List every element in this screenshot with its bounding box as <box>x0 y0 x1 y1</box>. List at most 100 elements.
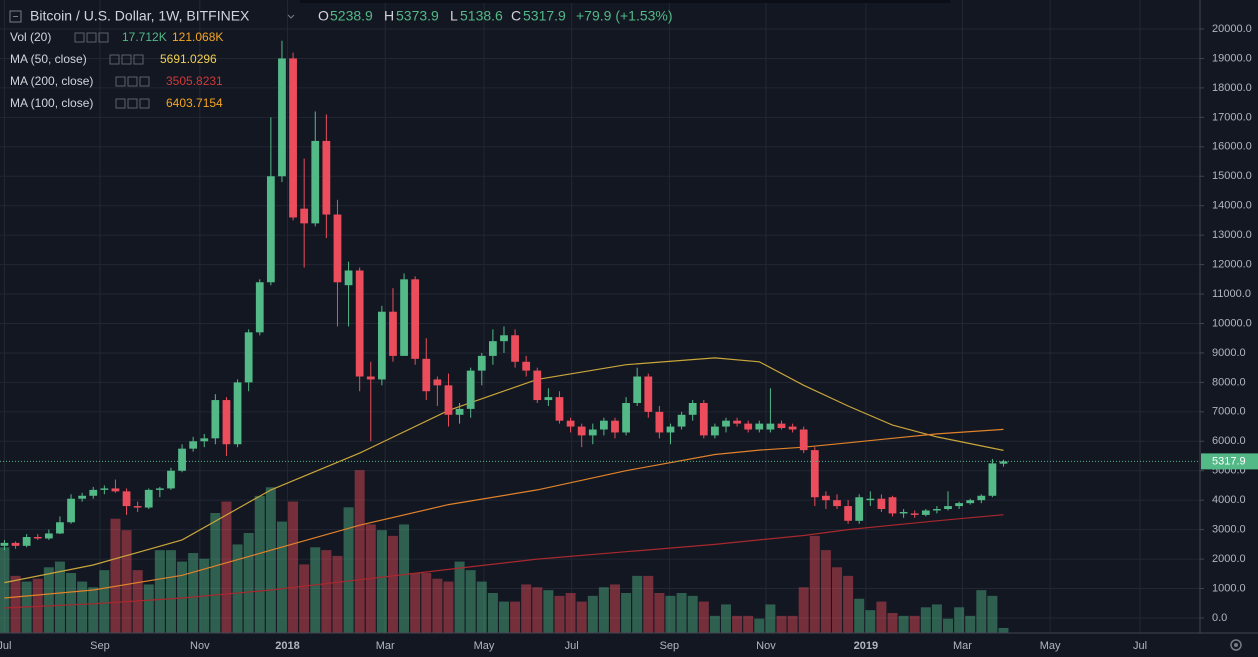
candle-body <box>322 140 331 215</box>
x-tick-label: Mar <box>376 640 395 652</box>
candle-body <box>266 176 275 283</box>
legend-icon[interactable] <box>121 54 132 65</box>
candle-body <box>411 279 420 359</box>
legend-icon[interactable] <box>74 32 85 43</box>
candle-body <box>511 335 519 362</box>
candle-body <box>167 470 175 489</box>
candle-body <box>22 536 31 546</box>
legend-icon[interactable] <box>127 98 138 109</box>
y-tick-label: 0.0 <box>1212 612 1227 624</box>
candle-body <box>466 370 475 409</box>
volume-bar <box>310 547 321 633</box>
volume-bar <box>387 535 398 633</box>
volume-bar <box>132 570 143 633</box>
candle-body <box>133 506 142 508</box>
candle-body <box>233 382 242 445</box>
legend-value: 3505.8231 <box>166 74 223 88</box>
legend-icon[interactable] <box>109 54 120 65</box>
legend-icon[interactable] <box>98 32 109 43</box>
candle-body <box>910 513 919 515</box>
low-value: 5138.6 <box>460 8 503 24</box>
candle-body <box>755 423 764 430</box>
price-axis-bg <box>1200 0 1258 657</box>
candle-body <box>622 403 630 433</box>
x-tick-label: Jul <box>1133 640 1147 652</box>
candle-body <box>444 385 453 415</box>
top-strip <box>300 0 950 3</box>
gear-hub <box>1234 643 1238 647</box>
legend-icon[interactable] <box>133 54 144 65</box>
candle-body <box>888 497 897 514</box>
candle-body <box>144 489 153 508</box>
candle-body <box>977 495 986 501</box>
x-tick-label: Nov <box>756 640 776 652</box>
candle-body <box>666 426 675 433</box>
last-price-tag <box>1201 453 1258 470</box>
legend-value: 121.068K <box>172 30 223 44</box>
volume-bar <box>432 578 443 633</box>
candle-body <box>600 420 608 430</box>
candle-body <box>855 497 864 521</box>
candle-body <box>0 542 9 546</box>
volume-bar <box>498 601 509 633</box>
volume-bar <box>687 595 698 633</box>
volume-bar <box>820 550 831 633</box>
candle-body <box>222 400 231 445</box>
y-tick-label: 9000.0 <box>1212 347 1246 359</box>
candle-body <box>810 450 819 498</box>
collapse-icon[interactable] <box>9 10 22 23</box>
settings-icon[interactable] <box>1230 639 1242 651</box>
legend-icon[interactable] <box>86 32 97 43</box>
y-tick-label: 13000.0 <box>1212 229 1252 241</box>
gear <box>1230 639 1242 651</box>
candle-body <box>544 397 553 401</box>
volume-bar <box>221 501 232 633</box>
candle-body <box>921 510 930 515</box>
candle-body <box>844 506 852 521</box>
candle-body <box>211 400 220 439</box>
volume-bar <box>421 573 432 633</box>
symbol-chevron[interactable] <box>287 14 295 19</box>
grid <box>0 0 1200 633</box>
ma-line <box>4 428 1004 599</box>
volume-bar <box>987 595 998 633</box>
legend-value: 5691.0296 <box>160 52 217 66</box>
volume-bar <box>265 487 276 633</box>
candle-body <box>877 498 886 510</box>
volume-bar <box>465 570 476 633</box>
ohlc-label: L <box>450 8 458 24</box>
candle-body <box>611 420 619 433</box>
candle-body <box>866 498 875 501</box>
volume-bar <box>743 615 754 633</box>
candle-body <box>500 335 508 342</box>
candle-body <box>122 491 131 507</box>
candle-body <box>722 420 730 427</box>
volume-bar <box>110 518 121 633</box>
change-value: +79.9 (+1.53%) <box>576 8 673 24</box>
volume-bar <box>354 470 365 633</box>
volume-bar <box>321 550 332 633</box>
legend-icon[interactable] <box>139 76 150 87</box>
volume-bar <box>798 587 809 633</box>
legend-icon[interactable] <box>115 98 126 109</box>
candle-body <box>333 214 342 283</box>
candle-body <box>988 463 997 496</box>
legend-icon[interactable] <box>139 98 150 109</box>
legend-icon[interactable] <box>115 76 126 87</box>
candle-body <box>699 403 708 436</box>
x-tick-label: Mar <box>953 640 972 652</box>
x-tick-label: 2019 <box>854 640 878 652</box>
legend-icon[interactable] <box>127 76 138 87</box>
candle-body <box>189 441 198 449</box>
volume-bar <box>443 581 454 633</box>
candle-body <box>366 376 375 380</box>
candle-body <box>78 495 87 499</box>
candle-body <box>711 426 719 436</box>
volume-bar <box>376 530 387 633</box>
y-tick-label: 11000.0 <box>1212 288 1251 300</box>
candle-body <box>588 429 597 436</box>
legend-name: MA (200, close) <box>10 74 93 88</box>
